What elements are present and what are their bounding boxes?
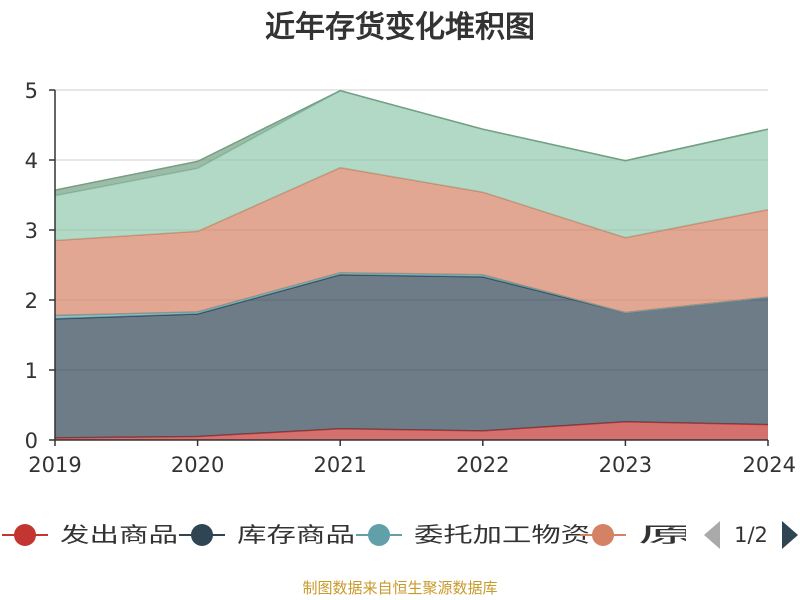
legend-item[interactable]: 库存商品 xyxy=(179,523,355,547)
legend-prev-icon[interactable] xyxy=(704,521,720,549)
area-series-1 xyxy=(55,274,768,438)
area-series-4 xyxy=(55,90,768,241)
legend-page-indicator: 1/2 xyxy=(734,523,768,547)
legend-pager: 1/2 xyxy=(704,521,798,549)
series-areas xyxy=(54,89,769,440)
axes: 0 1 2 3 4 5 2019 2020 2021 2022 2023 2024 xyxy=(25,79,796,477)
legend-marker-icon xyxy=(191,524,213,546)
legend-label: 发出商品 xyxy=(60,523,178,547)
x-tick-label: 2022 xyxy=(456,453,509,477)
legend-next-icon[interactable] xyxy=(782,521,798,549)
legend-item[interactable]: 委托加工物资 xyxy=(356,523,590,547)
legend-marker-icon xyxy=(592,524,614,546)
y-tick-label: 4 xyxy=(25,149,38,173)
area-series-0 xyxy=(55,421,768,440)
legend-label: 委托加工物资 xyxy=(414,523,590,547)
legend-label: 库存商品 xyxy=(237,523,355,547)
legend-label: 原材 xyxy=(638,523,758,547)
legend-marker-icon xyxy=(14,524,36,546)
x-tick-label: 2021 xyxy=(313,453,366,477)
y-tick-label: 3 xyxy=(25,219,38,243)
y-tick-label: 0 xyxy=(25,429,38,453)
legend-item[interactable]: 原材 xyxy=(580,523,758,547)
chart-title: 近年存货变化堆积图 xyxy=(265,10,535,45)
area-line-series-0 xyxy=(54,421,769,439)
y-tick-label: 2 xyxy=(25,289,38,313)
area-line-series-5 xyxy=(54,89,769,191)
x-tick-label: 2019 xyxy=(28,453,81,477)
area-series-3 xyxy=(55,167,768,316)
x-tick-label: 2024 xyxy=(743,453,796,477)
y-tick-label: 1 xyxy=(25,359,38,383)
data-source-note: 制图数据来自恒生聚源数据库 xyxy=(302,579,497,597)
y-tick-label: 5 xyxy=(25,79,38,103)
x-tick-label: 2023 xyxy=(599,453,652,477)
legend: 发出商品 库存商品 委托加工物资 原材 xyxy=(2,523,758,547)
x-tick-label: 2020 xyxy=(171,453,224,477)
legend-items: 发出商品 库存商品 委托加工物资 原材 xyxy=(2,523,758,547)
legend-item[interactable]: 发出商品 xyxy=(2,523,178,547)
legend-marker-icon xyxy=(368,524,390,546)
